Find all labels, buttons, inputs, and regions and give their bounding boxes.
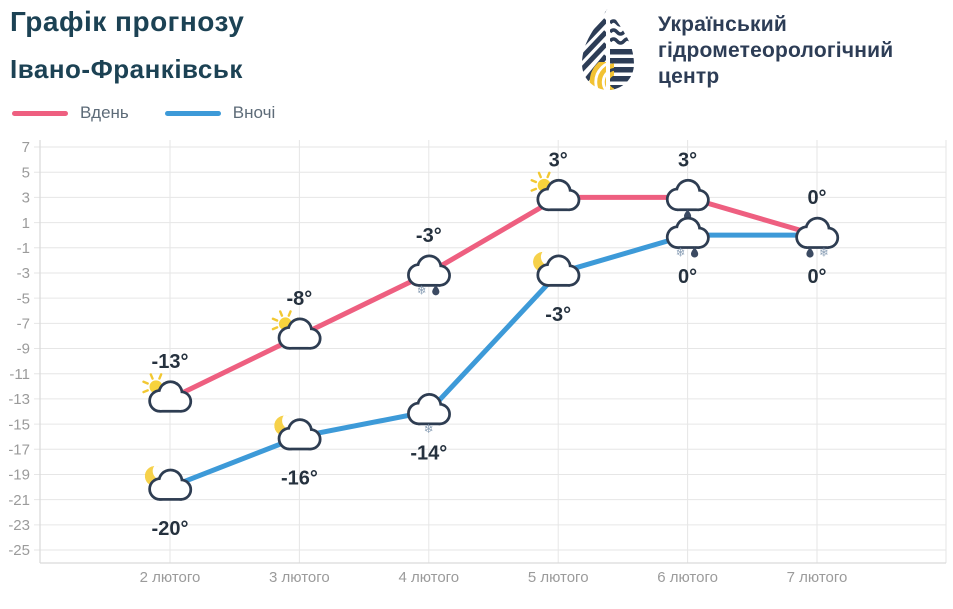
y-tick-label: -13	[8, 391, 30, 408]
temp-label: 0°	[807, 187, 826, 209]
weather-icon-moon-cloud	[533, 251, 581, 287]
y-tick-label: 7	[22, 139, 30, 156]
org-name-line1: Український	[658, 13, 787, 36]
org-name-line2: гідрометеорологічний	[658, 39, 894, 62]
weather-icon-moon-cloud	[144, 465, 193, 501]
sun-ray	[142, 389, 149, 394]
night-line-swatch	[164, 110, 221, 116]
y-tick-label: -19	[8, 467, 30, 484]
y-tick-label: 5	[22, 164, 30, 181]
x-tick-label: 7 лютого	[787, 569, 848, 586]
raindrop-icon	[432, 284, 440, 296]
sun-ray	[279, 310, 284, 317]
day-line-swatch	[12, 110, 68, 116]
sun-ray	[271, 326, 279, 331]
uhmc-logo: Український гідрометеорологічний центр	[576, 6, 893, 96]
org-name: Український гідрометеорологічний центр	[658, 6, 893, 90]
weather-icon-sun-cloud	[271, 310, 322, 350]
weather-icon-cloud-snow: ❄	[407, 393, 451, 436]
cloud-fill	[807, 237, 828, 247]
weather-icon-cloud-rain	[665, 178, 710, 220]
y-tick-label: -21	[8, 492, 30, 509]
y-tick-label: -25	[8, 542, 30, 559]
y-tick-label: -17	[8, 441, 30, 458]
legend-item-day: Вдень	[12, 103, 129, 123]
cloud-fill	[289, 337, 311, 347]
temp-label: 3°	[549, 149, 568, 171]
y-tick-label: -23	[8, 517, 30, 534]
weather-icon-cloud-snow-rain: ❄	[665, 216, 710, 260]
cloud-fill	[418, 413, 440, 423]
sun-ray	[287, 310, 292, 317]
sun-ray	[537, 171, 542, 179]
snowflake-icon: ❄	[676, 246, 686, 260]
cloud-fill	[548, 274, 570, 284]
temp-label: -20°	[152, 518, 189, 540]
sun-ray	[271, 317, 279, 322]
moon-cutout	[152, 465, 166, 480]
moon-cutout	[282, 415, 295, 430]
y-tick-label: -3	[17, 265, 30, 282]
water-droplet-icon	[582, 8, 634, 90]
y-tick-label: 3	[22, 190, 30, 207]
grid: 7 5 3 1 -1 -3 -5 -7 -9 -11 -13 -15 -17 -19 -21 -23 -25 2 …	[8, 139, 947, 586]
y-tick-label: 1	[22, 215, 30, 232]
y-tick-label: -9	[17, 341, 30, 358]
temp-label: -3°	[416, 225, 442, 247]
cloud-fill	[677, 237, 699, 247]
cloud-fill	[418, 274, 440, 284]
temp-label: -3°	[545, 304, 571, 326]
y-tick-label: -15	[8, 416, 30, 433]
series-line-day	[167, 194, 820, 402]
weather-icon-sun-cloud	[530, 171, 581, 212]
forecast-chart: 7 5 3 1 -1 -3 -5 -7 -9 -11 -13 -15 -17 -19 -21 -23 -25 2 …	[8, 139, 947, 586]
cloud-fill	[677, 199, 699, 209]
cloud-fill	[289, 438, 311, 448]
sun-ray	[546, 171, 551, 179]
sun-ray	[142, 380, 149, 385]
x-tick-label: 5 лютого	[528, 569, 589, 586]
temp-label: 0°	[807, 266, 826, 288]
y-tick-label: -11	[9, 366, 30, 383]
legend-label-day: Вдень	[80, 103, 129, 122]
page-title: Графік прогнозу	[10, 6, 245, 37]
temp-label: 0°	[678, 266, 697, 288]
x-tick-label: 6 лютого	[657, 569, 718, 586]
weather-icon-sun-cloud	[142, 373, 193, 413]
legend-item-night: Вночі	[164, 103, 276, 123]
legend: Вдень Вночі	[12, 103, 297, 123]
y-tick-label: -1	[17, 240, 30, 257]
snowflake-icon: ❄	[417, 283, 427, 297]
x-tick-label: 2 лютого	[140, 569, 201, 586]
y-tick-label: -5	[17, 290, 30, 307]
cloud-fill	[548, 199, 570, 209]
snowflake-icon: ❄	[424, 422, 434, 436]
moon-cutout	[540, 251, 554, 266]
temp-label: 3°	[678, 149, 697, 171]
sun-ray	[158, 373, 163, 380]
raindrop-icon	[691, 247, 699, 258]
legend-label-night: Вночі	[232, 103, 276, 122]
weather-icon-cloud-rain-snow: ❄	[795, 216, 840, 260]
cloud-fill	[160, 400, 181, 410]
org-name-line3: центр	[658, 65, 720, 88]
page-subtitle: Івано-Франківськ	[10, 54, 243, 84]
sun-ray	[530, 187, 538, 192]
snowflake-icon: ❄	[819, 246, 829, 260]
temp-label: -16°	[281, 468, 318, 490]
sun-ray	[149, 373, 154, 380]
temp-label: -8°	[287, 288, 313, 310]
temp-label: -14°	[410, 442, 447, 464]
raindrop-icon	[806, 247, 814, 258]
cloud-fill	[160, 489, 181, 499]
sun-ray	[530, 179, 538, 184]
temp-label: -13°	[152, 351, 189, 373]
weather-icon-moon-cloud	[274, 415, 322, 451]
y-tick-label: -7	[17, 316, 30, 333]
weather-icon-cloud-snow-rain: ❄	[407, 254, 451, 297]
x-tick-label: 4 лютого	[398, 569, 459, 586]
x-tick-label: 3 лютого	[269, 569, 330, 586]
